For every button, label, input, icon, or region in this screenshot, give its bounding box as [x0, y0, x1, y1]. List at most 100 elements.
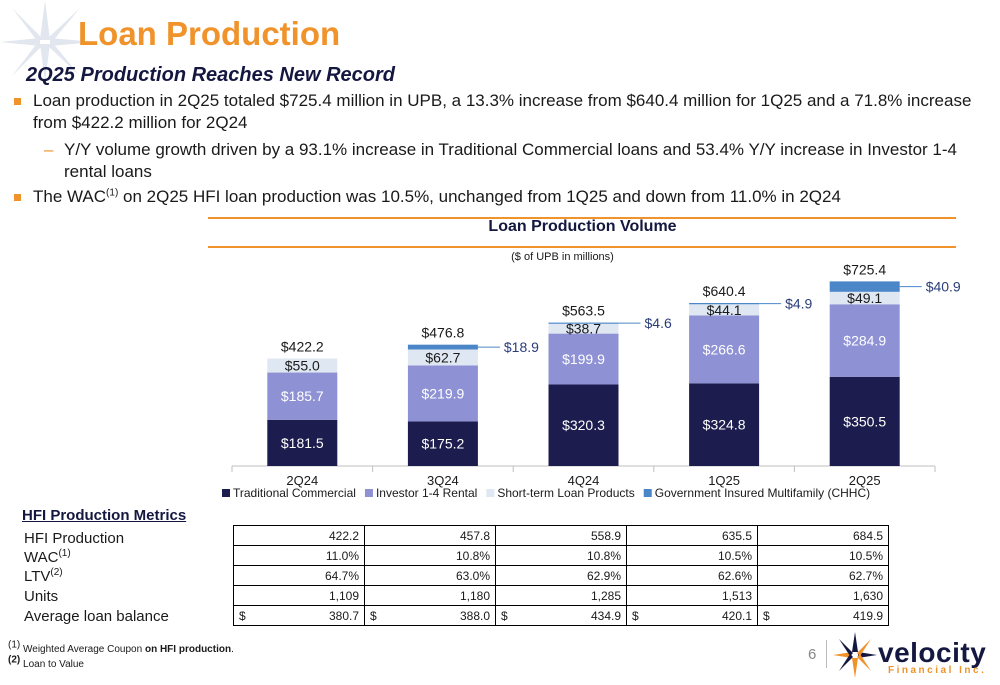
bullet-marker: [14, 98, 21, 105]
page-title: Loan Production: [78, 15, 341, 52]
footnote-1-tail: .: [231, 644, 234, 655]
cell-value: 11.0%: [325, 548, 359, 563]
chart-title: Loan Production Volume: [488, 218, 677, 235]
footnote-2-text: Loan to Value: [20, 659, 84, 670]
data-label: $185.7: [281, 388, 324, 404]
footnote-ref: (1): [58, 548, 71, 559]
dollar-sign: $: [239, 608, 246, 623]
cell-value: 457.8: [459, 528, 490, 543]
footnote-1-mark: (1): [8, 639, 21, 651]
footnote-2-mark: (2): [8, 654, 21, 666]
bar-segment: [829, 281, 900, 292]
data-label: $219.9: [421, 385, 464, 401]
x-tick-label: 2Q25: [849, 473, 881, 488]
data-label: $4.9: [785, 296, 812, 312]
x-tick-label: 2Q24: [286, 473, 318, 488]
cell-value: 10.8%: [455, 548, 490, 563]
cell-value: 684.5: [852, 528, 883, 543]
starburst-icon: [0, 0, 95, 82]
cell-value: 1,513: [721, 588, 752, 603]
legend-swatch: [643, 489, 652, 497]
table-cell: $420.1: [626, 605, 758, 626]
bar-segment: [407, 365, 478, 422]
chart-title-rule-bottom: [208, 246, 956, 248]
bar-segment: [548, 322, 619, 324]
bar-segment: [407, 421, 478, 466]
metric-label-text: WAC: [24, 549, 59, 566]
bar-segment: [548, 333, 619, 385]
data-label: $320.3: [562, 417, 605, 433]
bar-segment: [689, 303, 760, 305]
data-label: $4.6: [645, 315, 672, 331]
logo-wordmark: velocity: [878, 637, 987, 668]
cell-value: 1,630: [852, 588, 883, 603]
footer-divider: [826, 640, 827, 668]
table-cell: 64.7%: [233, 565, 365, 586]
page-number: 6: [808, 646, 817, 663]
footnote-2: (2) Loan to Value: [8, 655, 84, 670]
cell-value: 434.9: [590, 608, 621, 623]
table-cell: $388.0: [364, 605, 496, 626]
data-label: $199.9: [562, 351, 605, 367]
cell-value: 1,285: [590, 588, 621, 603]
bar-segment: [407, 344, 478, 350]
footnote-ref: (1): [106, 187, 119, 199]
cell-value: 10.8%: [586, 548, 621, 563]
x-tick-label: 4Q24: [568, 473, 600, 488]
table-row: 1,109 1,180 1,285 1,513 1,630: [233, 585, 889, 606]
total-label: $476.8: [421, 325, 464, 341]
cell-value: 1,180: [459, 588, 490, 603]
bar-segment: [267, 419, 338, 466]
dollar-sign: $: [632, 608, 639, 623]
dash-marker: –: [44, 140, 54, 159]
data-label: $350.5: [843, 413, 886, 429]
data-label: $175.2: [421, 436, 464, 452]
total-label: $725.4: [843, 261, 886, 277]
table-cell: 1,180: [364, 585, 496, 606]
table-cell: 10.5%: [626, 545, 758, 566]
cell-value: 62.9%: [586, 568, 621, 583]
table-cell: 1,513: [626, 585, 758, 606]
bullet-item: Loan production in 2Q25 totaled $725.4 m…: [14, 90, 974, 134]
legend-label: Short-term Loan Products: [497, 486, 634, 500]
table-cell: $419.9: [757, 605, 889, 626]
bullet-text: The WAC(1) on 2Q25 HFI loan production w…: [14, 186, 974, 208]
bar-segment: [689, 315, 760, 384]
cell-value: 10.5%: [848, 548, 883, 563]
dollar-sign: $: [370, 608, 377, 623]
data-label: $49.1: [847, 290, 882, 306]
table-row: 11.0% 10.8% 10.8% 10.5% 10.5%: [233, 545, 889, 566]
bullet-text-start: The WAC: [33, 187, 107, 206]
data-label: $40.9: [926, 279, 961, 295]
logo-subtitle: Financial Inc.: [888, 665, 987, 676]
legend-label: Government Insured Multifamily (CHHC): [655, 486, 870, 500]
bullet-marker: [14, 194, 21, 201]
table-cell: 1,630: [757, 585, 889, 606]
table-cell: 62.7%: [757, 565, 889, 586]
cell-value: 64.7%: [324, 568, 359, 583]
chart-subtitle: ($ of UPB in millions): [511, 251, 614, 263]
cell-value: 63.0%: [455, 568, 490, 583]
sub-bullet-item: – Y/Y volume growth driven by a 93.1% in…: [44, 139, 979, 183]
legend-swatch: [486, 489, 495, 497]
footnote-1-text: Weighted Average Coupon: [20, 644, 145, 655]
dollar-sign: $: [763, 608, 770, 623]
table-cell: 63.0%: [364, 565, 496, 586]
table-cell: 10.8%: [495, 545, 627, 566]
bar-segment: [267, 372, 338, 420]
metrics-title: HFI Production Metrics: [22, 507, 187, 524]
dollar-sign: $: [501, 608, 508, 623]
bullet-text-end: on 2Q25 HFI loan production was 10.5%, u…: [118, 187, 841, 206]
metric-label: Average loan balance: [24, 608, 169, 626]
data-label: $44.1: [707, 302, 742, 318]
bullet-item: The WAC(1) on 2Q25 HFI loan production w…: [14, 186, 974, 208]
velocity-logo-icon: [833, 632, 877, 678]
table-cell: 10.8%: [364, 545, 496, 566]
cell-value: 62.6%: [717, 568, 752, 583]
total-label: $422.2: [281, 339, 324, 355]
data-label: $181.5: [281, 435, 324, 451]
footnote-1-bold: on HFI production: [144, 644, 232, 655]
data-label: $38.7: [566, 321, 601, 337]
bar-segment: [689, 383, 760, 466]
bar-segment: [829, 291, 900, 305]
